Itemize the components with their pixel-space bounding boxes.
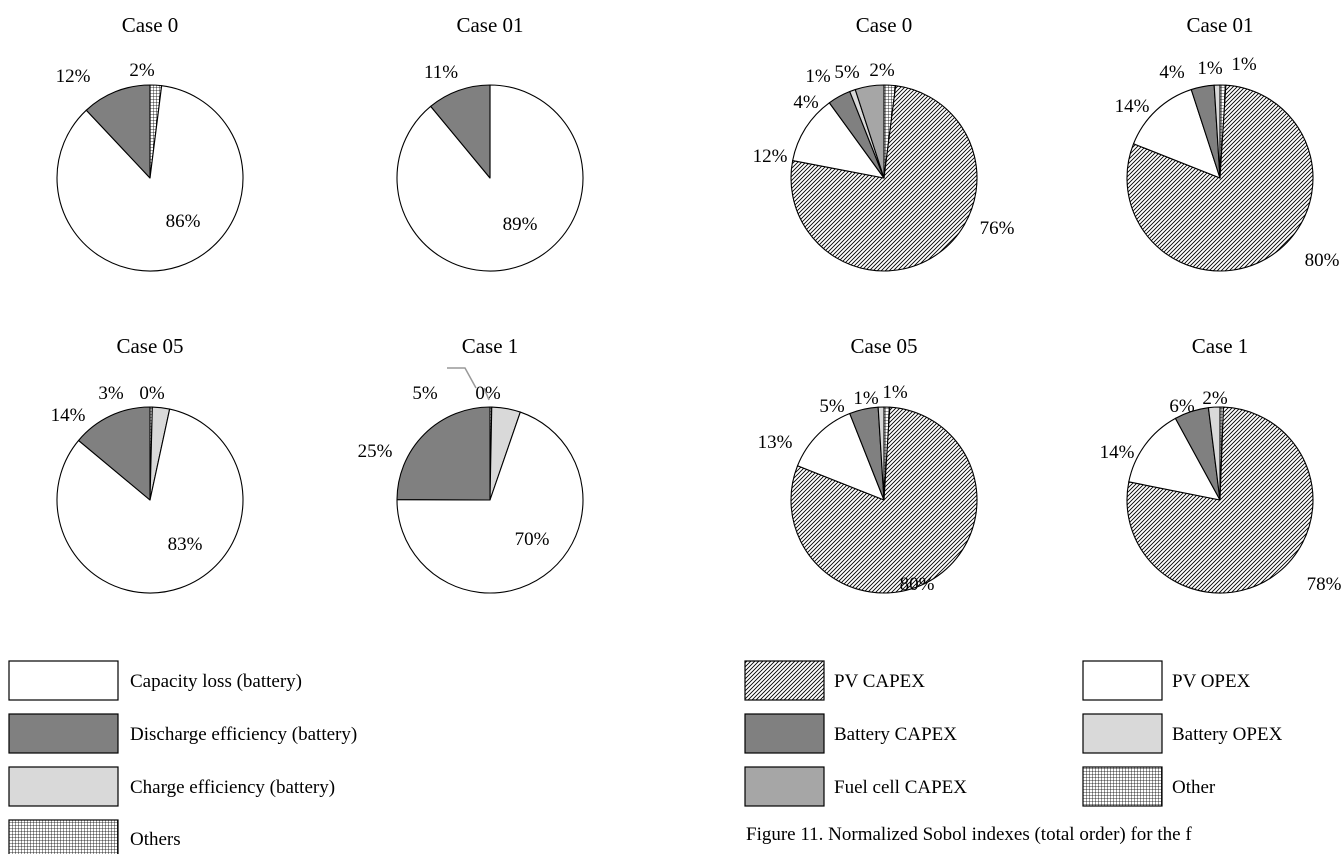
data-label-others: 0% bbox=[139, 383, 165, 404]
pie-slice-fuel-cell-capex bbox=[854, 84, 885, 179]
pie-left-case-05: 83% 14% 3% 0% bbox=[51, 383, 244, 594]
data-label-battery-opex: 1% bbox=[1197, 58, 1223, 79]
pie-slice-discharge-efficiency-battery bbox=[396, 406, 491, 501]
pie-right-case-01: 80% 14% 4% 1% 1% bbox=[1115, 54, 1340, 272]
pie-slice-discharge-efficiency-battery bbox=[78, 406, 151, 501]
legend-item-others: Others bbox=[8, 819, 181, 854]
pie-slice-discharge-efficiency-battery bbox=[85, 84, 151, 179]
pie-slice-pv-opex bbox=[792, 102, 885, 179]
legend-swatch bbox=[1082, 766, 1163, 807]
legend-item-fuel-cell-capex: Fuel cell CAPEX bbox=[744, 766, 967, 807]
legend-label: Capacity loss (battery) bbox=[130, 671, 302, 692]
data-label-other: 1% bbox=[1231, 54, 1257, 75]
legend-swatch bbox=[1082, 660, 1163, 701]
legend-label: Charge efficiency (battery) bbox=[130, 777, 335, 798]
chart-title-right-case-0: Case 0 bbox=[856, 13, 913, 37]
legend-swatch bbox=[8, 660, 119, 701]
data-label-pv-capex: 78% bbox=[1307, 574, 1342, 595]
pie-slice-pv-opex bbox=[796, 412, 885, 501]
pie-slice-battery-opex bbox=[1213, 84, 1221, 179]
legend-swatch bbox=[744, 660, 825, 701]
data-label-battery-capex: 6% bbox=[1169, 396, 1195, 417]
chart-title-right-case-1: Case 1 bbox=[1192, 334, 1249, 358]
data-label-discharge-efficiency-battery: 14% bbox=[51, 405, 86, 426]
data-label-pv-opex: 12% bbox=[753, 146, 788, 167]
data-label-others: 2% bbox=[129, 60, 155, 81]
legend-label: Discharge efficiency (battery) bbox=[130, 724, 357, 745]
data-label-pv-opex: 14% bbox=[1100, 442, 1135, 463]
chart-title-left-case-05: Case 05 bbox=[116, 334, 183, 358]
data-label-battery-opex: 1% bbox=[805, 66, 831, 87]
legend-item-discharge-efficiency: Discharge efficiency (battery) bbox=[8, 713, 357, 754]
legend-label: Other bbox=[1172, 777, 1216, 798]
legend-left: Capacity loss (battery) Discharge effici… bbox=[8, 660, 357, 854]
data-label-battery-opex: 1% bbox=[853, 388, 879, 409]
pie-right-case-05: 80% 13% 5% 1% 1% bbox=[758, 382, 978, 595]
legend-label: Fuel cell CAPEX bbox=[834, 777, 967, 798]
data-label-pv-opex: 14% bbox=[1115, 96, 1150, 117]
chart-title-left-case-01: Case 01 bbox=[456, 13, 523, 37]
legend-swatch bbox=[8, 819, 119, 854]
data-label-discharge-efficiency-battery: 12% bbox=[56, 66, 91, 87]
legend-label: PV OPEX bbox=[1172, 671, 1251, 692]
legend-item-pv-capex: PV CAPEX bbox=[744, 660, 925, 701]
legend-swatch bbox=[8, 713, 119, 754]
figure-caption: Figure 11. Normalized Sobol indexes (tot… bbox=[746, 824, 1192, 845]
legend-item-charge-efficiency: Charge efficiency (battery) bbox=[8, 766, 335, 807]
chart-title-right-case-01: Case 01 bbox=[1186, 13, 1253, 37]
legend-swatch bbox=[744, 766, 825, 807]
data-label-charge-efficiency-battery: 5% bbox=[412, 383, 438, 404]
data-label-others: 0% bbox=[475, 383, 501, 404]
data-label-capacity-loss-battery: 70% bbox=[515, 529, 550, 550]
data-label-pv-capex: 80% bbox=[1305, 250, 1340, 271]
data-label-discharge-efficiency-battery: 11% bbox=[424, 62, 458, 83]
data-label-battery-capex: 4% bbox=[793, 92, 819, 113]
pie-slice-battery-opex bbox=[1207, 406, 1221, 501]
legend-swatch bbox=[8, 766, 119, 807]
data-label-pv-opex: 13% bbox=[758, 432, 793, 453]
pie-slice-capacity-loss-battery bbox=[396, 411, 584, 594]
data-label-discharge-efficiency-battery: 25% bbox=[358, 441, 393, 462]
data-label-battery-capex: 4% bbox=[1159, 62, 1185, 83]
legend-item-capacity-loss: Capacity loss (battery) bbox=[8, 660, 302, 701]
legend-label: Battery CAPEX bbox=[834, 724, 957, 745]
legend-label: PV CAPEX bbox=[834, 671, 925, 692]
data-label-pv-capex: 80% bbox=[900, 574, 935, 595]
legend-item-pv-opex: PV OPEX bbox=[1082, 660, 1251, 701]
legend-label: Others bbox=[130, 829, 181, 850]
leader-line bbox=[447, 367, 477, 389]
legend-swatch bbox=[744, 713, 825, 754]
data-label-capacity-loss-battery: 83% bbox=[168, 534, 203, 555]
pie-left-case-01: 89% 11% bbox=[396, 62, 584, 272]
legend-item-other: Other bbox=[1082, 766, 1216, 807]
legend-label: Battery OPEX bbox=[1172, 724, 1283, 745]
pie-slice-pv-opex bbox=[1128, 417, 1221, 501]
chart-title-left-case-0: Case 0 bbox=[122, 13, 179, 37]
data-label-capacity-loss-battery: 89% bbox=[503, 214, 538, 235]
legend-swatch bbox=[1082, 713, 1163, 754]
pie-right-case-1: 78% 14% 6% 2% bbox=[1100, 388, 1342, 595]
chart-title-right-case-05: Case 05 bbox=[850, 334, 917, 358]
chart-title-left-case-1: Case 1 bbox=[462, 334, 519, 358]
data-label-capacity-loss-battery: 86% bbox=[166, 211, 201, 232]
data-label-other: 2% bbox=[869, 60, 895, 81]
legend-item-battery-opex: Battery OPEX bbox=[1082, 713, 1283, 754]
legend-item-battery-capex: Battery CAPEX bbox=[744, 713, 957, 754]
data-label-battery-opex: 2% bbox=[1202, 388, 1228, 409]
data-label-charge-efficiency-battery: 3% bbox=[98, 383, 124, 404]
data-label-battery-capex: 5% bbox=[819, 396, 845, 417]
pie-left-case-0: 86% 12% 2% bbox=[56, 60, 244, 272]
pie-slice-capacity-loss-battery bbox=[396, 84, 584, 272]
pie-right-case-0: 76% 12% 4% 1% 5% 2% bbox=[753, 60, 1015, 272]
leader-line bbox=[483, 387, 490, 401]
pie-left-case-1: 70% 25% 5% 0% bbox=[358, 383, 584, 594]
data-label-other: 1% bbox=[882, 382, 908, 403]
pie-slice-capacity-loss-battery bbox=[56, 408, 244, 594]
pie-slice-battery-opex bbox=[877, 406, 885, 501]
legend-right: PV CAPEX PV OPEX Battery CAPEX Battery O… bbox=[744, 660, 1283, 807]
data-label-fuel-cell-capex: 5% bbox=[834, 62, 860, 83]
pie-slice-discharge-efficiency-battery bbox=[430, 84, 491, 179]
data-label-pv-capex: 76% bbox=[980, 218, 1015, 239]
